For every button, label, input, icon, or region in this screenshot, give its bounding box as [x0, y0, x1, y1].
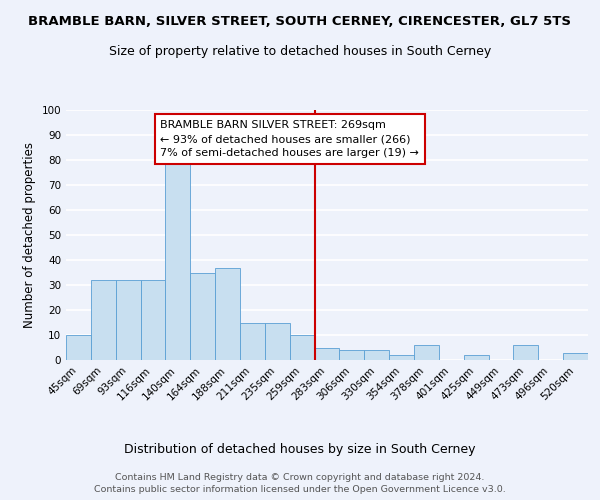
- Text: Distribution of detached houses by size in South Cerney: Distribution of detached houses by size …: [124, 442, 476, 456]
- Text: BRAMBLE BARN SILVER STREET: 269sqm
← 93% of detached houses are smaller (266)
7%: BRAMBLE BARN SILVER STREET: 269sqm ← 93%…: [160, 120, 419, 158]
- Bar: [314, 348, 340, 360]
- Bar: [340, 350, 364, 360]
- Bar: [190, 272, 215, 360]
- Y-axis label: Number of detached properties: Number of detached properties: [23, 142, 36, 328]
- Bar: [166, 162, 190, 360]
- Text: Size of property relative to detached houses in South Cerney: Size of property relative to detached ho…: [109, 45, 491, 58]
- Bar: [66, 335, 91, 360]
- Bar: [464, 355, 488, 360]
- Bar: [364, 350, 389, 360]
- Bar: [116, 280, 140, 360]
- Bar: [290, 335, 314, 360]
- Bar: [414, 345, 439, 360]
- Bar: [240, 322, 265, 360]
- Text: Contains HM Land Registry data © Crown copyright and database right 2024.
Contai: Contains HM Land Registry data © Crown c…: [94, 472, 506, 494]
- Bar: [563, 352, 588, 360]
- Bar: [91, 280, 116, 360]
- Bar: [514, 345, 538, 360]
- Bar: [215, 268, 240, 360]
- Bar: [265, 322, 290, 360]
- Bar: [389, 355, 414, 360]
- Text: BRAMBLE BARN, SILVER STREET, SOUTH CERNEY, CIRENCESTER, GL7 5TS: BRAMBLE BARN, SILVER STREET, SOUTH CERNE…: [29, 15, 571, 28]
- Bar: [140, 280, 166, 360]
